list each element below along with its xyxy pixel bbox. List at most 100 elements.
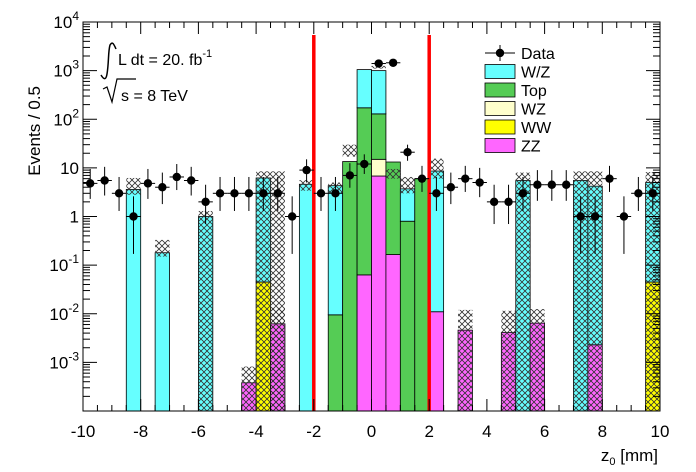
hist-bar-top xyxy=(414,178,430,411)
uncertainty-band xyxy=(241,366,257,411)
hist-bar-wz xyxy=(371,158,387,177)
sqrt-sign xyxy=(102,78,136,105)
y-tick-label: 10-3 xyxy=(49,349,79,372)
legend-swatch xyxy=(484,119,516,135)
data-point xyxy=(504,197,513,207)
data-point xyxy=(215,189,225,198)
x-tick-label: -2 xyxy=(306,422,321,441)
data-point xyxy=(432,189,441,198)
uncertainty-band xyxy=(256,171,271,411)
legend-entry-top: Top xyxy=(484,82,547,100)
svg-text:s = 8 TeV: s = 8 TeV xyxy=(121,88,188,105)
data-point xyxy=(259,189,268,198)
data-point xyxy=(143,179,153,188)
data-point xyxy=(244,189,254,198)
x-tick-label: 10 xyxy=(651,422,670,441)
hist-bar-wz xyxy=(371,70,387,115)
data-point xyxy=(590,212,600,221)
x-tick-label: 4 xyxy=(482,422,491,441)
data-point xyxy=(129,212,138,221)
y-axis-title: Events / 0.5 xyxy=(25,86,44,176)
data-point xyxy=(417,174,427,183)
y-tick-label: 1 xyxy=(70,208,79,227)
uncertainty-band xyxy=(515,172,531,411)
uncertainty-band xyxy=(645,172,660,411)
legend-entry-ww: WW xyxy=(484,119,552,137)
data-point xyxy=(648,189,657,198)
data-point xyxy=(403,148,412,157)
uncertainty-band xyxy=(126,177,141,195)
y-tick-label: 104 xyxy=(53,9,79,32)
data-point xyxy=(489,197,499,207)
data-point xyxy=(273,189,282,198)
data-point xyxy=(518,189,528,198)
data-point xyxy=(331,189,340,198)
x-tick-label: -4 xyxy=(249,422,264,441)
uncertainty-band xyxy=(573,171,588,411)
data-point xyxy=(201,197,210,207)
data-point xyxy=(446,183,456,192)
svg-text:L dt = 20. fb-1: L dt = 20. fb-1 xyxy=(118,48,212,69)
data-points xyxy=(83,58,660,254)
x-axis-title: z0 [mm] xyxy=(601,446,658,468)
uncertainty-band xyxy=(299,180,314,191)
y-tick-label: 10-1 xyxy=(49,252,79,275)
data-point xyxy=(302,165,311,175)
x-tick-label: 8 xyxy=(598,422,607,441)
data-point xyxy=(86,179,95,188)
data-point xyxy=(186,176,196,185)
hist-bar-top xyxy=(356,107,372,276)
legend-label: WW xyxy=(521,120,552,137)
y-tick-label: 10-2 xyxy=(49,301,79,324)
annotation: L dt = 20. fb-1 s = 8 TeV xyxy=(100,42,212,105)
legend-label: W/Z xyxy=(521,65,551,82)
hist-bar-wz xyxy=(399,188,416,222)
hist-bar-top xyxy=(342,161,358,411)
legend-marker xyxy=(495,48,505,58)
uncertainty-band xyxy=(155,239,170,257)
legend-entry-wz: WZ xyxy=(484,101,546,119)
legend-label: WZ xyxy=(521,102,546,119)
data-point xyxy=(287,212,297,221)
hist-bar-zz xyxy=(356,274,372,411)
x-tick-label: 6 xyxy=(540,422,549,441)
hist-bar-zz xyxy=(385,254,401,411)
uncertainty-band xyxy=(342,144,358,157)
data-point xyxy=(547,180,557,189)
hist-bar-wz xyxy=(154,252,170,411)
hist-bar-wz xyxy=(298,183,315,411)
uncertainty-band xyxy=(198,210,213,411)
uncertainty-band xyxy=(587,171,603,411)
hist-bar-top xyxy=(327,314,344,411)
cut-lines xyxy=(312,35,431,411)
data-point xyxy=(562,180,571,189)
legend-label: Top xyxy=(521,83,547,100)
integral-sign xyxy=(100,42,117,80)
x-tick-label: -10 xyxy=(71,422,96,441)
uncertainty-band xyxy=(429,158,444,179)
hist-bar-zz xyxy=(371,175,387,411)
hist-bar-top xyxy=(399,220,416,411)
uncertainty-bands xyxy=(126,65,660,411)
uncertainty-band xyxy=(400,176,415,194)
data-point xyxy=(345,171,355,180)
hist-bar-wz xyxy=(356,69,372,109)
lumi-text: L dt = 20. fb xyxy=(118,52,202,69)
data-point xyxy=(158,183,167,192)
axes: -10 -8 -6 -4 -2 0 2 4 6 8 10 10-3 10-2 10-1 1 10 102 103 1… xyxy=(49,9,669,441)
data-point xyxy=(100,176,109,185)
data-point xyxy=(533,180,542,189)
uncertainty-band xyxy=(385,168,401,179)
y-tick-label: 10 xyxy=(60,159,79,178)
data-point xyxy=(316,189,326,198)
energy-text: s = 8 TeV xyxy=(121,88,188,105)
lumi-exponent: -1 xyxy=(202,48,212,60)
x-tick-label: -6 xyxy=(191,422,206,441)
legend-label: ZZ xyxy=(521,139,541,156)
data-point xyxy=(172,172,181,182)
x-tick-label: 2 xyxy=(424,422,433,441)
legend-swatch xyxy=(484,82,516,98)
legend-swatch xyxy=(484,101,516,116)
